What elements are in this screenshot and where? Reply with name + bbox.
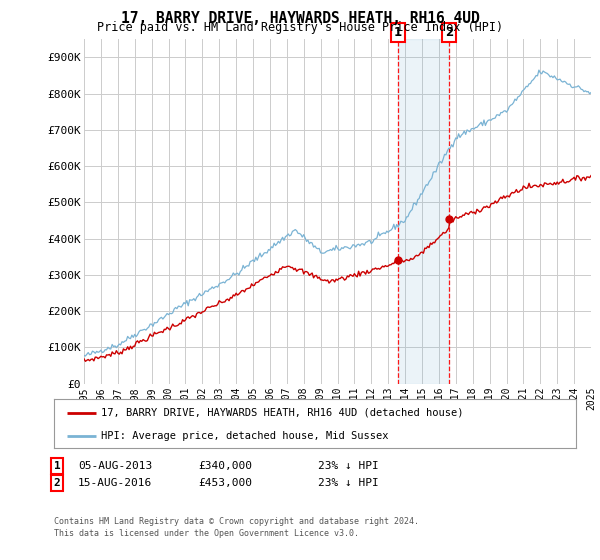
Text: 23% ↓ HPI: 23% ↓ HPI bbox=[318, 461, 379, 471]
Text: Contains HM Land Registry data © Crown copyright and database right 2024.: Contains HM Land Registry data © Crown c… bbox=[54, 517, 419, 526]
Text: £453,000: £453,000 bbox=[198, 478, 252, 488]
Text: 23% ↓ HPI: 23% ↓ HPI bbox=[318, 478, 379, 488]
Text: 17, BARRY DRIVE, HAYWARDS HEATH, RH16 4UD: 17, BARRY DRIVE, HAYWARDS HEATH, RH16 4U… bbox=[121, 11, 479, 26]
Text: 2: 2 bbox=[445, 26, 454, 39]
Text: 1: 1 bbox=[53, 461, 61, 471]
Text: HPI: Average price, detached house, Mid Sussex: HPI: Average price, detached house, Mid … bbox=[101, 431, 388, 441]
Bar bbox=[398, 39, 449, 384]
Text: £340,000: £340,000 bbox=[198, 461, 252, 471]
Text: This data is licensed under the Open Government Licence v3.0.: This data is licensed under the Open Gov… bbox=[54, 529, 359, 538]
Text: 2: 2 bbox=[53, 478, 61, 488]
Text: Price paid vs. HM Land Registry's House Price Index (HPI): Price paid vs. HM Land Registry's House … bbox=[97, 21, 503, 34]
Text: 05-AUG-2013: 05-AUG-2013 bbox=[78, 461, 152, 471]
Text: 1: 1 bbox=[394, 26, 402, 39]
Text: 15-AUG-2016: 15-AUG-2016 bbox=[78, 478, 152, 488]
Text: 17, BARRY DRIVE, HAYWARDS HEATH, RH16 4UD (detached house): 17, BARRY DRIVE, HAYWARDS HEATH, RH16 4U… bbox=[101, 408, 463, 418]
